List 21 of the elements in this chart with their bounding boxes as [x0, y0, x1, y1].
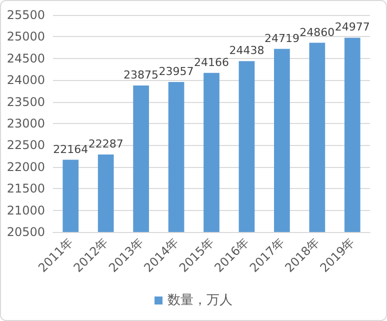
y-tick-label: 22000 — [6, 160, 45, 174]
y-tick-label: 23500 — [6, 94, 45, 109]
y-tick-label: 24000 — [6, 73, 45, 88]
y-tick-label: 23000 — [6, 116, 45, 130]
y-tick-label: 24500 — [6, 51, 45, 66]
y-tick-label: 25000 — [6, 30, 45, 44]
data-label: 24719 — [264, 32, 300, 45]
y-tick-label: 21000 — [6, 203, 45, 218]
data-label: 24438 — [229, 44, 264, 58]
y-tick-label: 20500 — [6, 225, 45, 239]
data-label: 22164 — [53, 142, 88, 156]
data-label: 24977 — [334, 20, 370, 34]
y-tick-label: 25500 — [6, 8, 45, 22]
data-label: 22287 — [88, 137, 124, 150]
y-tick-label: 22500 — [6, 138, 45, 152]
data-label: 23875 — [124, 68, 159, 82]
legend-label: 数量，万人 — [168, 293, 232, 308]
y-tick-label: 21500 — [6, 182, 45, 196]
data-label: 24166 — [194, 56, 229, 69]
data-label: 24860 — [300, 26, 335, 39]
data-label: 23957 — [158, 64, 194, 78]
